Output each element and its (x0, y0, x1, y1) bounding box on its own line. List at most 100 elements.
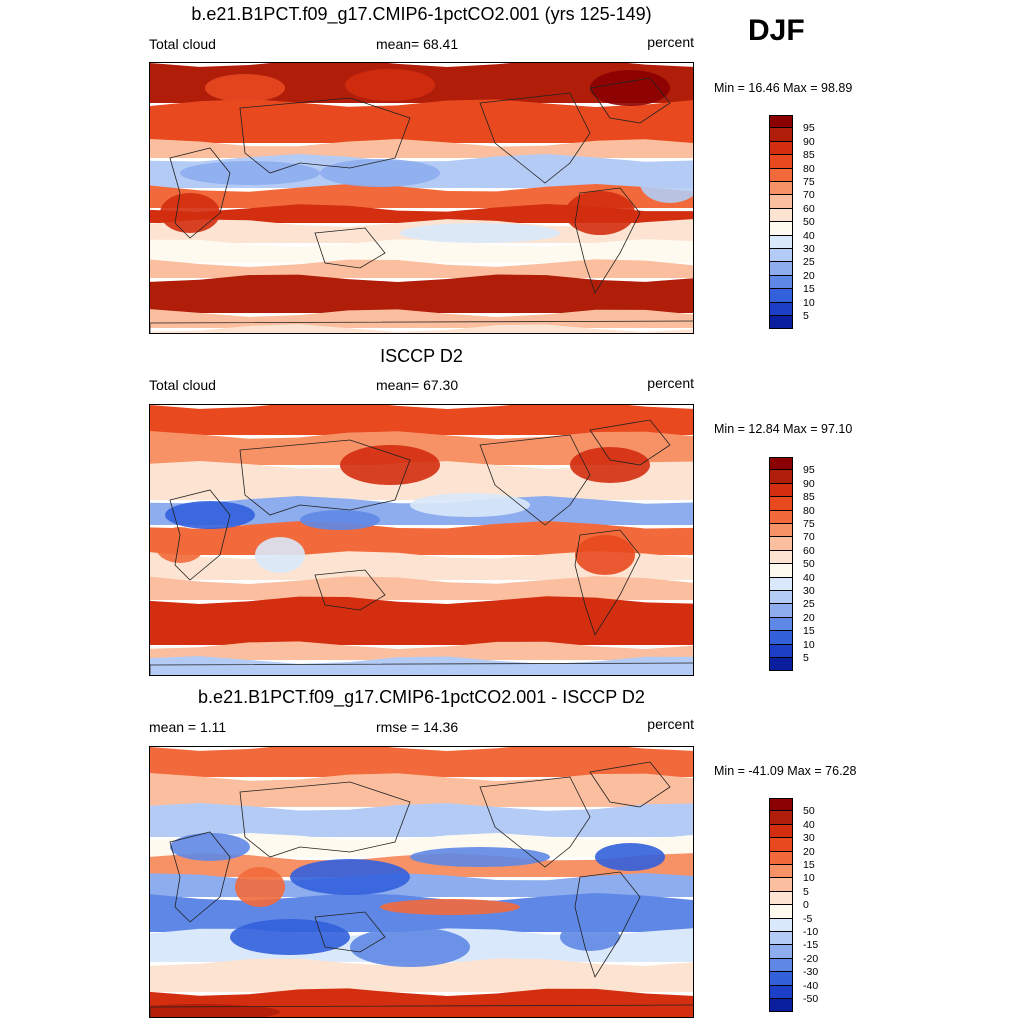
colorbar-tick-label: 0 (803, 899, 809, 912)
colorbar-swatch (769, 617, 793, 632)
colorbar-swatch (769, 497, 793, 511)
colorbar-swatch (769, 470, 793, 484)
colorbar-tick-label: 10 (803, 872, 815, 885)
coastline (239, 439, 411, 516)
contour-blob (410, 847, 550, 867)
colorbar-tick-label: -50 (803, 993, 819, 1005)
contour-band (150, 405, 693, 435)
coastline (479, 776, 591, 868)
colorbar-tick-label: 10 (803, 638, 815, 651)
contour-blob (595, 843, 665, 871)
colorbar-tick-label: -20 (803, 952, 819, 965)
colorbar-tick-label: 75 (803, 176, 815, 188)
colorbar-swatch (769, 851, 793, 865)
contour-blob (155, 527, 205, 563)
contour-band (150, 204, 693, 223)
rmse-label: rmse = 14.36 (376, 719, 459, 735)
colorbar-tick-label: 70 (803, 531, 815, 544)
colorbar-tick-label: 15 (803, 859, 815, 871)
colorbar-tick-label: 50 (803, 216, 815, 229)
colorbar-swatch (769, 631, 793, 645)
coastline (479, 92, 591, 184)
contour-blob (255, 537, 305, 573)
contour-band (150, 958, 693, 992)
coastline (314, 911, 386, 953)
contour-band (150, 274, 693, 313)
units-label: percent (647, 34, 694, 50)
colorbar: 95 90 85 80 75 70 60 50 40 30 25 20 15 10 5 (769, 115, 815, 330)
contour-band (150, 641, 693, 660)
colorbar-swatch (769, 483, 793, 498)
colorbar-swatch (769, 524, 793, 538)
colorbar-tick-label: 50 (803, 558, 815, 571)
mean-label: mean= 67.30 (376, 377, 459, 393)
coastline (169, 831, 231, 923)
colorbar-tick-label: 5 (803, 652, 809, 664)
colorbar-tick-label: 20 (803, 611, 815, 624)
colorbar-tick-label: 40 (803, 229, 815, 242)
coastline (150, 1004, 693, 1017)
colorbar-swatch (769, 604, 793, 618)
coastline (589, 77, 671, 124)
contour-blob (410, 493, 530, 517)
coastline (589, 419, 671, 466)
contour-band (150, 431, 693, 465)
colorbar-tick-label: 20 (803, 845, 815, 858)
colorbar-swatch (769, 128, 793, 142)
contour-band (150, 99, 693, 143)
colorbar-tick-label: -10 (803, 926, 819, 938)
colorbar-swatch (769, 577, 793, 591)
colorbar-swatch (769, 658, 793, 672)
diff-mean-label: mean = 1.11 (149, 719, 227, 735)
colorbar-swatch (769, 168, 793, 182)
colorbar-swatch (769, 972, 793, 986)
colorbar-tick-label: 40 (803, 818, 815, 831)
contour-blob (565, 191, 635, 235)
contour-blob (575, 535, 635, 575)
contour-map (150, 63, 693, 333)
colorbar-swatch (769, 891, 793, 906)
coastline (169, 147, 231, 239)
min-max-label: Min = 16.46 Max = 98.89 (714, 81, 853, 95)
coastline (574, 529, 641, 636)
contour-band (150, 259, 693, 278)
map-obs (149, 404, 694, 676)
mean-label: mean= 68.41 (376, 36, 459, 52)
colorbar-swatch (769, 262, 793, 276)
colorbar-tick-label: 30 (803, 832, 815, 845)
contour-band (150, 576, 693, 600)
contour-band (150, 596, 693, 645)
contour-band (150, 309, 693, 328)
colorbar-tick-label: 25 (803, 256, 815, 269)
contour-map (150, 405, 693, 675)
colorbar-swatch (769, 208, 793, 223)
colorbar-tick-label: 5 (803, 885, 809, 898)
colorbar-swatch (769, 591, 793, 605)
colorbar-swatch (769, 275, 793, 290)
contour-blob (205, 74, 285, 102)
colorbar-tick-label: -30 (803, 966, 819, 979)
contour-blob (400, 223, 560, 243)
contour-blob (290, 859, 410, 895)
colorbar-swatch (769, 115, 793, 129)
colorbar: 95 90 85 80 75 70 60 50 40 30 25 20 15 10 5 (769, 457, 815, 672)
season-label: DJF (748, 14, 805, 47)
colorbar-swatch (769, 155, 793, 169)
colorbar-tick-label: 85 (803, 491, 815, 504)
colorbar-swatch (769, 798, 793, 812)
contour-band (150, 324, 693, 333)
contour-band (150, 803, 693, 837)
colorbar-swatch (769, 644, 793, 658)
variable-label: Total cloud (149, 377, 216, 393)
contour-band (150, 988, 693, 1017)
panel-title: ISCCP D2 (380, 346, 463, 366)
colorbar-tick-label: 60 (803, 544, 815, 557)
coastline (150, 662, 693, 675)
colorbar-swatch (769, 316, 793, 330)
coastline (314, 569, 386, 611)
colorbar-swatch (769, 249, 793, 263)
colorbar-swatch (769, 999, 793, 1013)
colorbar-swatch (769, 550, 793, 565)
contour-blob (640, 163, 693, 203)
units-label: percent (647, 375, 694, 391)
